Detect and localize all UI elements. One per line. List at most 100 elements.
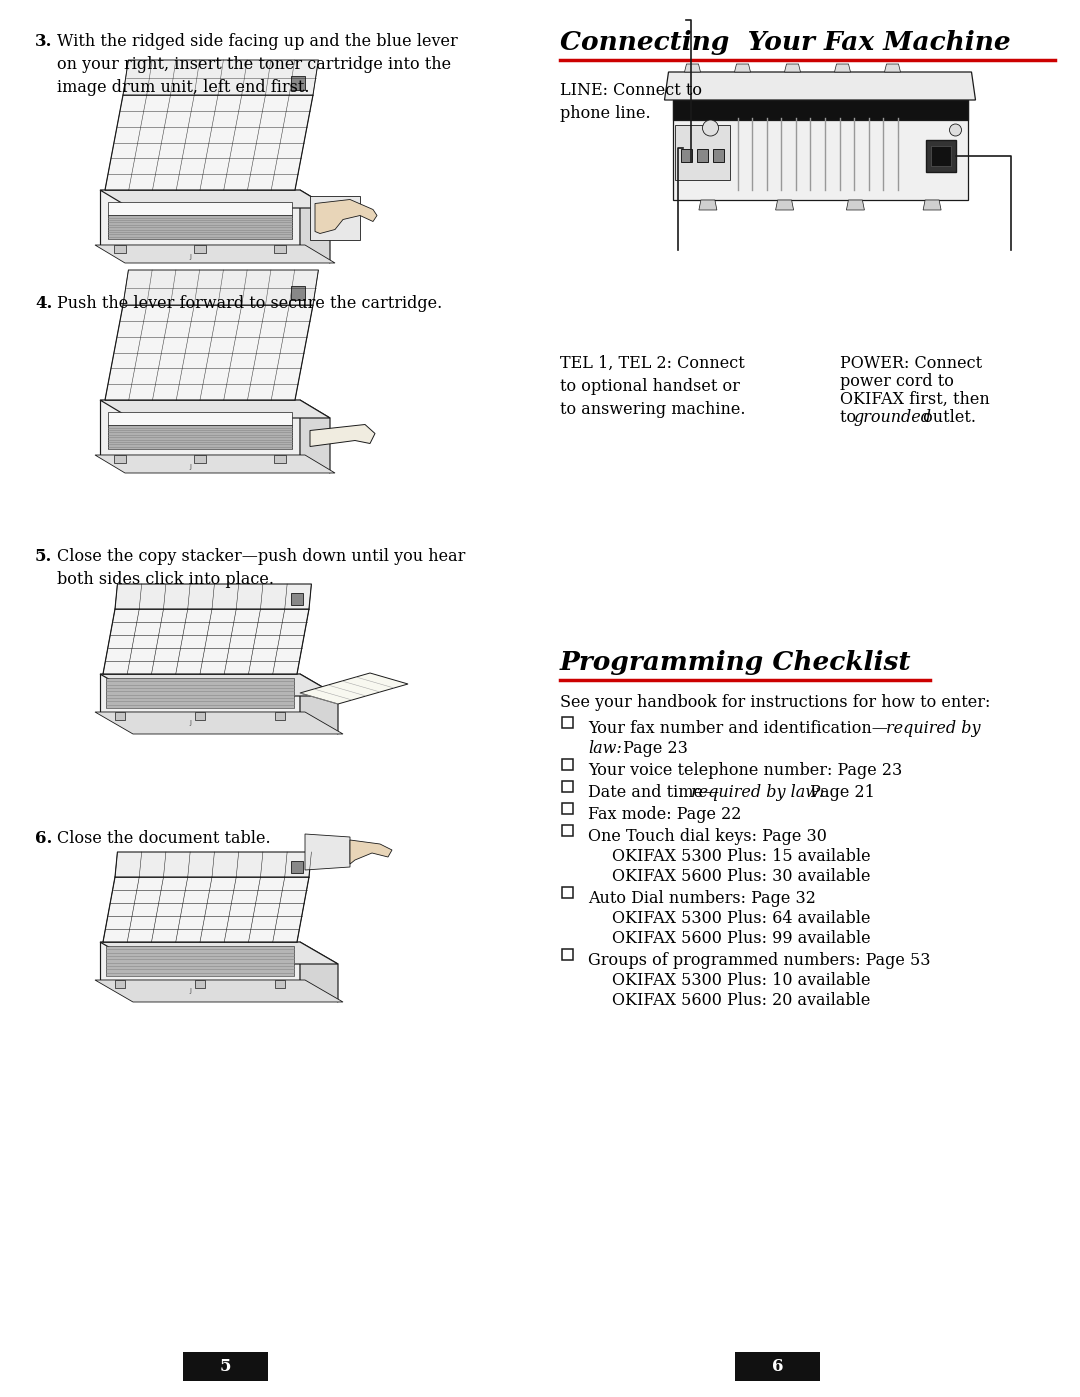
Bar	[713, 149, 724, 162]
Bar	[106, 678, 294, 708]
Bar	[291, 592, 303, 605]
Text: Auto Dial numbers: Page 32: Auto Dial numbers: Page 32	[588, 890, 815, 907]
Bar	[673, 101, 968, 200]
Polygon shape	[274, 244, 286, 253]
Bar	[108, 203, 292, 215]
Text: J: J	[189, 464, 191, 469]
Polygon shape	[275, 712, 285, 719]
Polygon shape	[784, 64, 800, 73]
Text: Programming Checklist: Programming Checklist	[561, 650, 912, 675]
Text: See your handbook for instructions for how to enter:: See your handbook for instructions for h…	[561, 694, 990, 711]
Bar	[108, 425, 292, 448]
Polygon shape	[847, 200, 864, 210]
Polygon shape	[100, 673, 338, 696]
Circle shape	[949, 124, 961, 136]
Polygon shape	[105, 305, 313, 400]
Text: J: J	[189, 254, 191, 260]
Text: required by law:: required by law:	[691, 784, 824, 800]
Text: OKIFAX 5300 Plus: 64 available: OKIFAX 5300 Plus: 64 available	[612, 909, 870, 928]
Polygon shape	[305, 834, 350, 870]
Text: OKIFAX first, then: OKIFAX first, then	[840, 391, 989, 408]
Text: TEL 1, TEL 2: Connect
to optional handset or
to answering machine.: TEL 1, TEL 2: Connect to optional handse…	[561, 355, 745, 418]
Circle shape	[702, 120, 718, 136]
Bar	[106, 946, 294, 977]
Polygon shape	[123, 270, 319, 305]
Bar	[291, 861, 303, 873]
Polygon shape	[105, 95, 313, 190]
Polygon shape	[103, 877, 309, 942]
Polygon shape	[100, 400, 300, 455]
Text: OKIFAX 5600 Plus: 20 available: OKIFAX 5600 Plus: 20 available	[612, 992, 870, 1009]
Text: Your voice telephone number: Page 23: Your voice telephone number: Page 23	[588, 761, 902, 780]
Text: OKIFAX 5600 Plus: 99 available: OKIFAX 5600 Plus: 99 available	[612, 930, 870, 947]
Text: law:: law:	[588, 740, 622, 757]
Polygon shape	[114, 584, 311, 609]
Polygon shape	[310, 196, 360, 239]
Polygon shape	[100, 942, 338, 964]
Bar	[562, 717, 573, 728]
Polygon shape	[103, 609, 309, 673]
Text: Page 23: Page 23	[618, 740, 688, 757]
Text: POWER: Connect: POWER: Connect	[840, 355, 982, 372]
Polygon shape	[100, 942, 300, 981]
Text: One Touch dial keys: Page 30: One Touch dial keys: Page 30	[588, 828, 827, 845]
Polygon shape	[350, 840, 392, 863]
Text: Page 21: Page 21	[805, 784, 875, 800]
Bar	[562, 826, 573, 835]
Polygon shape	[685, 64, 701, 73]
Polygon shape	[923, 200, 941, 210]
Text: Close the copy stacker—push down until you hear
both sides click into place.: Close the copy stacker—push down until y…	[57, 548, 465, 588]
Polygon shape	[315, 200, 377, 233]
Bar	[562, 887, 573, 898]
Text: 6: 6	[772, 1358, 783, 1375]
Text: 5: 5	[219, 1358, 231, 1375]
Bar	[562, 803, 573, 814]
Polygon shape	[100, 190, 300, 244]
Text: With the ridged side facing up and the blue lever
on your right, insert the tone: With the ridged side facing up and the b…	[57, 34, 458, 96]
Polygon shape	[114, 981, 125, 988]
Polygon shape	[95, 712, 343, 733]
Polygon shape	[123, 60, 319, 95]
Polygon shape	[274, 455, 286, 462]
Polygon shape	[699, 200, 717, 210]
Text: Your fax number and identification—: Your fax number and identification—	[588, 719, 888, 738]
Text: required by: required by	[886, 719, 981, 738]
Polygon shape	[194, 244, 206, 253]
Bar	[291, 75, 305, 89]
Text: 5.: 5.	[35, 548, 52, 564]
Polygon shape	[310, 425, 375, 447]
Polygon shape	[100, 673, 300, 712]
Polygon shape	[775, 200, 794, 210]
Bar	[735, 1352, 820, 1382]
Bar	[108, 215, 292, 239]
Text: OKIFAX 5300 Plus: 10 available: OKIFAX 5300 Plus: 10 available	[612, 972, 870, 989]
Polygon shape	[300, 673, 408, 704]
Polygon shape	[300, 673, 338, 733]
Text: Close the document table.: Close the document table.	[57, 830, 271, 847]
Text: OKIFAX 5600 Plus: 30 available: OKIFAX 5600 Plus: 30 available	[612, 868, 870, 886]
Bar	[562, 949, 573, 960]
Polygon shape	[734, 64, 751, 73]
Text: grounded: grounded	[853, 409, 931, 426]
Text: 6.: 6.	[35, 830, 52, 847]
Bar	[291, 286, 305, 300]
Polygon shape	[195, 712, 205, 719]
Text: Date and time—: Date and time—	[588, 784, 719, 800]
Polygon shape	[275, 981, 285, 988]
Text: power cord to: power cord to	[840, 373, 954, 390]
Text: Connecting  Your Fax Machine: Connecting Your Fax Machine	[561, 29, 1011, 54]
Bar	[562, 781, 573, 792]
Polygon shape	[100, 400, 330, 418]
Text: 3.: 3.	[35, 34, 53, 50]
Bar	[562, 759, 573, 770]
Bar	[931, 147, 950, 166]
Polygon shape	[95, 244, 335, 263]
Polygon shape	[300, 942, 338, 1002]
Bar	[697, 149, 707, 162]
Polygon shape	[95, 981, 343, 1002]
Text: LINE: Connect to
phone line.: LINE: Connect to phone line.	[561, 82, 702, 122]
Text: Fax mode: Page 22: Fax mode: Page 22	[588, 806, 741, 823]
Polygon shape	[114, 852, 311, 877]
Text: Push the lever forward to secure the cartridge.: Push the lever forward to secure the car…	[57, 295, 442, 312]
Text: J: J	[189, 988, 191, 995]
